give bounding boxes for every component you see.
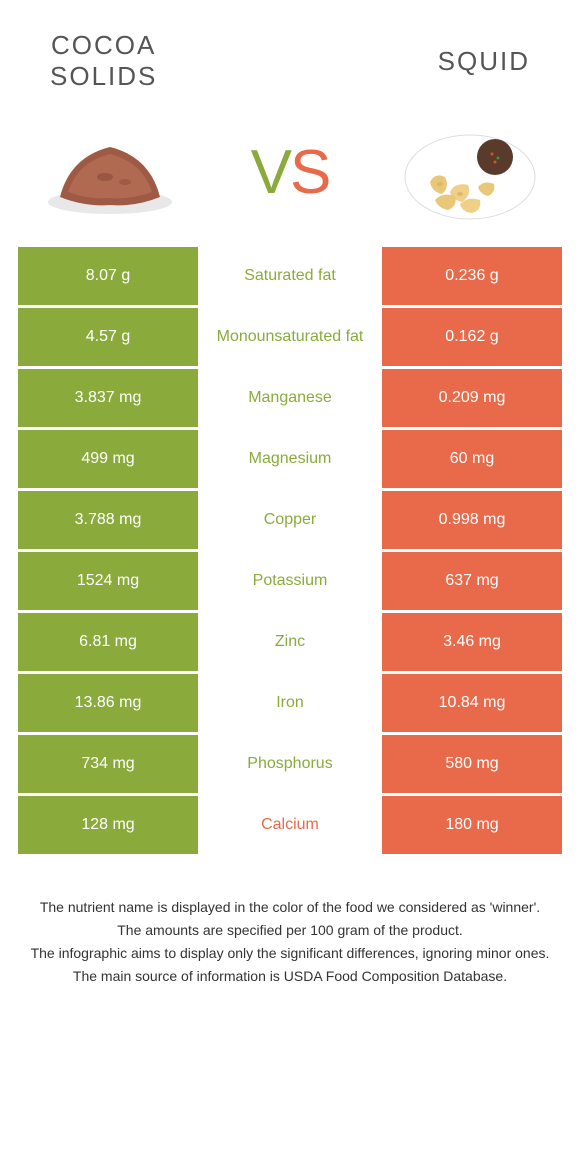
right-value: 10.84 mg [382, 674, 562, 732]
comparison-table: 8.07 gSaturated fat0.236 g4.57 gMonounsa… [0, 247, 580, 854]
nutrient-name: Saturated fat [198, 247, 382, 305]
footer-line: The nutrient name is displayed in the co… [30, 897, 550, 918]
table-row: 1524 mgPotassium637 mg [18, 552, 562, 610]
vs-label: VS [251, 137, 330, 208]
right-value: 60 mg [382, 430, 562, 488]
footer: The nutrient name is displayed in the co… [0, 857, 580, 999]
table-row: 3.837 mgManganese0.209 mg [18, 369, 562, 427]
right-value: 0.162 g [382, 308, 562, 366]
vs-s-letter: S [290, 138, 329, 207]
images-row: VS [0, 102, 580, 247]
table-row: 4.57 gMonounsaturated fat0.162 g [18, 308, 562, 366]
footer-line: The main source of information is USDA F… [30, 966, 550, 987]
nutrient-name: Manganese [198, 369, 382, 427]
table-row: 13.86 mgIron10.84 mg [18, 674, 562, 732]
left-value: 499 mg [18, 430, 198, 488]
left-value: 734 mg [18, 735, 198, 793]
nutrient-name: Magnesium [198, 430, 382, 488]
table-row: 6.81 mgZinc3.46 mg [18, 613, 562, 671]
right-value: 0.236 g [382, 247, 562, 305]
footer-line: The infographic aims to display only the… [30, 943, 550, 964]
right-value: 3.46 mg [382, 613, 562, 671]
right-value: 180 mg [382, 796, 562, 854]
nutrient-name: Phosphorus [198, 735, 382, 793]
right-value: 0.998 mg [382, 491, 562, 549]
nutrient-name: Monounsaturated fat [198, 308, 382, 366]
right-value: 0.209 mg [382, 369, 562, 427]
table-row: 734 mgPhosphorus580 mg [18, 735, 562, 793]
left-value: 4.57 g [18, 308, 198, 366]
left-value: 128 mg [18, 796, 198, 854]
cocoa-image [35, 122, 185, 222]
left-value: 8.07 g [18, 247, 198, 305]
left-value: 1524 mg [18, 552, 198, 610]
left-value: 3.837 mg [18, 369, 198, 427]
footer-line: The amounts are specified per 100 gram o… [30, 920, 550, 941]
nutrient-name: Zinc [198, 613, 382, 671]
left-value: 6.81 mg [18, 613, 198, 671]
left-value: 13.86 mg [18, 674, 198, 732]
right-food-title: SQUID [438, 46, 530, 77]
table-row: 8.07 gSaturated fat0.236 g [18, 247, 562, 305]
nutrient-name: Potassium [198, 552, 382, 610]
vs-v-letter: V [251, 138, 290, 207]
right-value: 580 mg [382, 735, 562, 793]
header: COCOA SOLIDS SQUID [0, 0, 580, 102]
nutrient-name: Copper [198, 491, 382, 549]
left-food-title: COCOA SOLIDS [50, 30, 157, 92]
left-value: 3.788 mg [18, 491, 198, 549]
table-row: 128 mgCalcium180 mg [18, 796, 562, 854]
table-row: 499 mgMagnesium60 mg [18, 430, 562, 488]
nutrient-name: Calcium [198, 796, 382, 854]
nutrient-name: Iron [198, 674, 382, 732]
table-row: 3.788 mgCopper0.998 mg [18, 491, 562, 549]
right-value: 637 mg [382, 552, 562, 610]
squid-image [395, 122, 545, 222]
